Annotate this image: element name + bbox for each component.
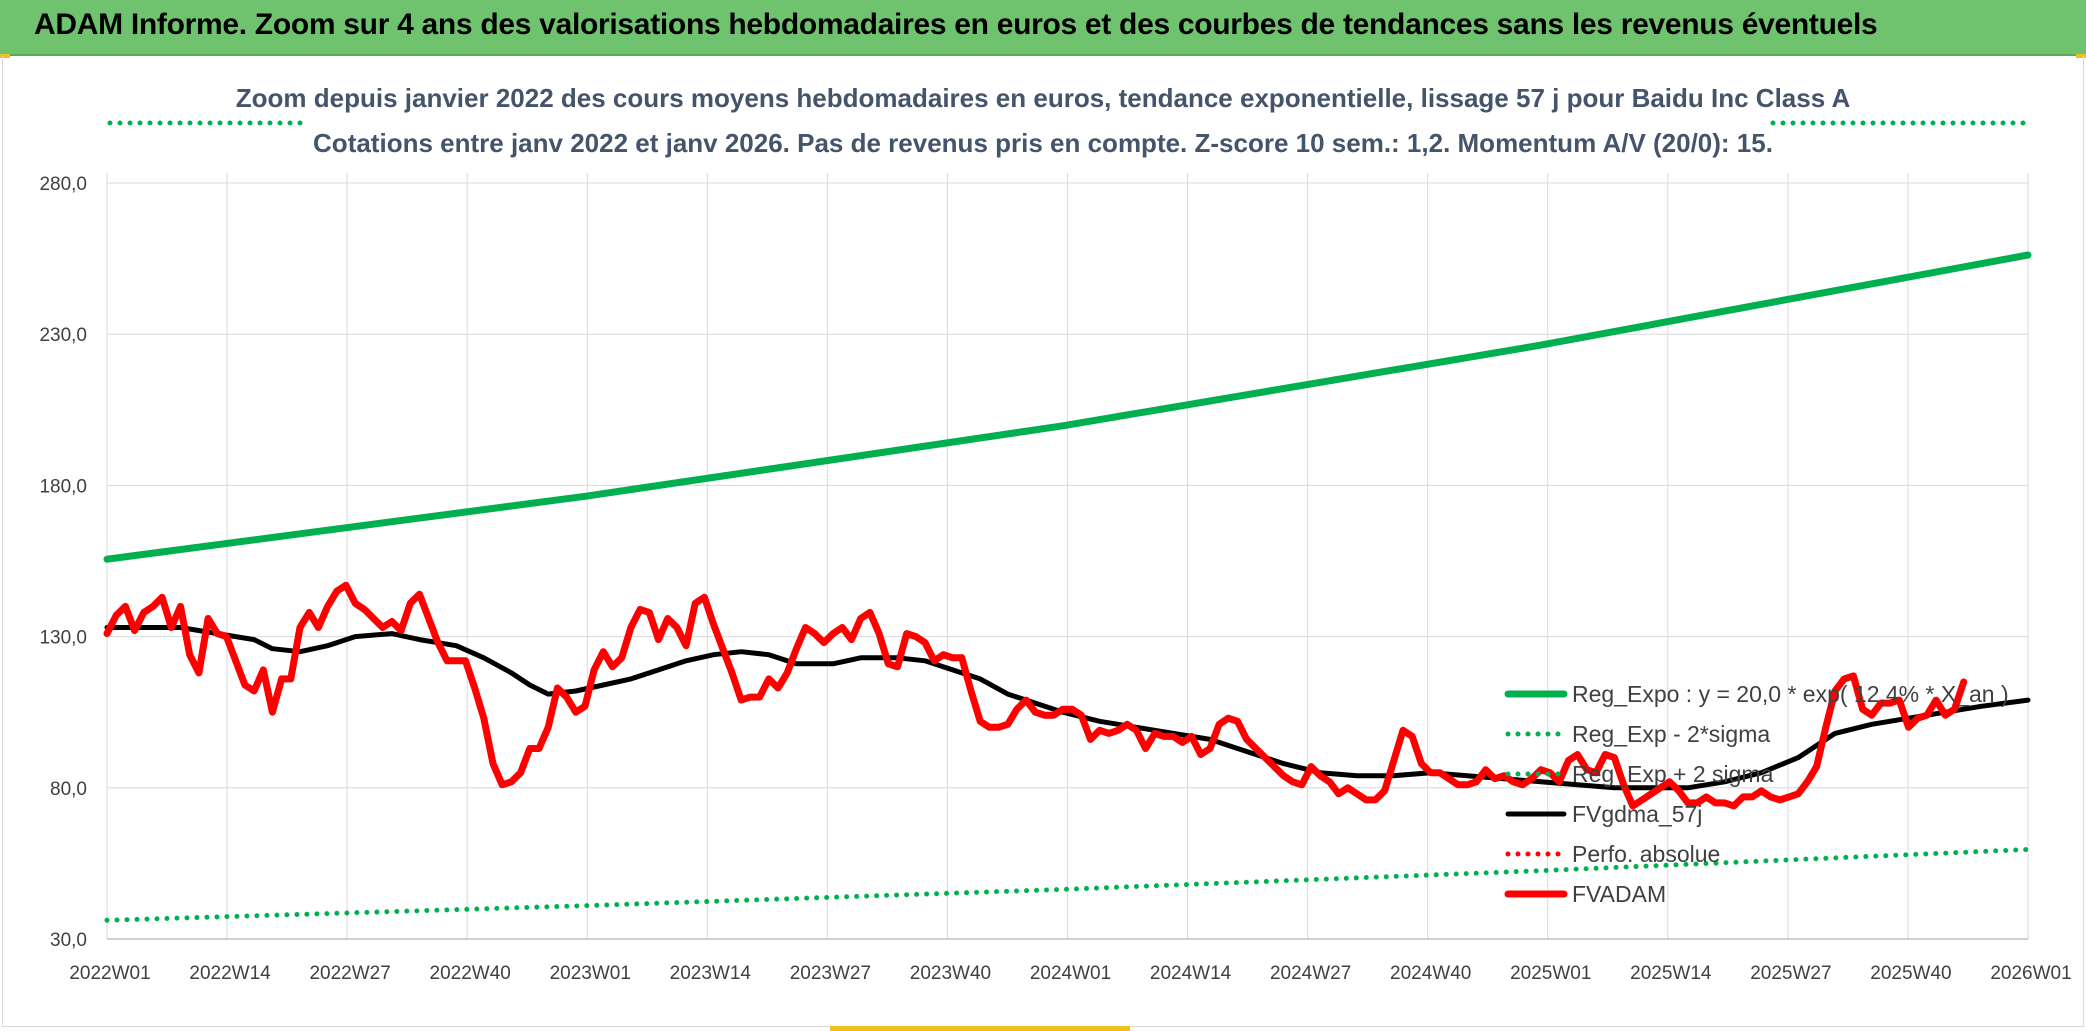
- legend-label-reg_minus: Reg_Exp - 2*sigma: [1572, 721, 1770, 747]
- report-title: ADAM Informe. Zoom sur 4 ans des valoris…: [34, 8, 1878, 41]
- x-tick-label: 2023W01: [550, 963, 631, 984]
- legend-label-fvadam: FVADAM: [1572, 881, 1666, 907]
- x-tick-label: 2022W27: [309, 963, 390, 984]
- x-tick-label: 2025W14: [1630, 963, 1712, 984]
- x-tick-label: 2022W01: [69, 963, 150, 984]
- y-tick-label: 280,0: [39, 174, 87, 195]
- legend-label-reg_plus: Reg_Exp + 2 sigma: [1572, 761, 1774, 787]
- y-tick-label: 230,0: [39, 325, 87, 346]
- x-tick-label: 2024W27: [1270, 963, 1351, 984]
- legend-label-fvgdma: FVgdma_57j: [1572, 801, 1702, 827]
- x-tick-label: 2023W40: [910, 963, 991, 984]
- chart-series: [103, 120, 2032, 923]
- chart-title-line-1: Zoom depuis janvier 2022 des cours moyen…: [236, 83, 1851, 113]
- y-tick-label: 130,0: [39, 628, 87, 649]
- x-tick-label: 2024W40: [1390, 963, 1471, 984]
- y-tick-label: 30,0: [50, 930, 87, 951]
- x-tick-label: 2023W27: [790, 963, 871, 984]
- y-tick-label: 80,0: [50, 779, 87, 800]
- x-axis: 2022W01 2022W14 2022W27 2022W40 2023W01 2023W…: [69, 938, 2072, 984]
- x-tick-label: 2022W14: [189, 963, 271, 984]
- bottom-accent-bar: [830, 1026, 1130, 1031]
- chart-title-line-2: Cotations entre janv 2022 et janv 2026. …: [313, 128, 1773, 158]
- x-tick-label: 2024W14: [1150, 963, 1232, 984]
- x-tick-label: 2024W01: [1030, 963, 1111, 984]
- chart-legend: Reg_Expo : y = 20,0 * exp( 12,4% * X_an …: [1504, 681, 2009, 907]
- legend-label-reg_expo: Reg_Expo : y = 20,0 * exp( 12,4% * X_an …: [1572, 681, 2009, 707]
- chart-grid: [106, 173, 2029, 940]
- x-tick-label: 2025W27: [1750, 963, 1831, 984]
- corner-accent-left: [0, 54, 10, 58]
- x-tick-label: 2025W40: [1870, 963, 1951, 984]
- y-axis: 280,0 230,0 180,0 130,0 80,0 30,0: [39, 174, 87, 951]
- report-banner: ADAM Informe. Zoom sur 4 ans des valoris…: [0, 0, 2086, 56]
- x-tick-label: 2025W01: [1510, 963, 1591, 984]
- series-fvadam: [103, 581, 1968, 810]
- series-reg_expo: [103, 251, 2032, 563]
- legend-label-perfo: Perfo. absolue: [1572, 841, 1720, 867]
- x-tick-label: 2023W14: [670, 963, 752, 984]
- y-tick-label: 180,0: [39, 476, 87, 497]
- x-tick-label: 2022W40: [430, 963, 511, 984]
- x-tick-label: 2026W01: [1990, 963, 2071, 984]
- series-reg_minus: [104, 847, 2031, 923]
- corner-accent-right: [2076, 54, 2086, 58]
